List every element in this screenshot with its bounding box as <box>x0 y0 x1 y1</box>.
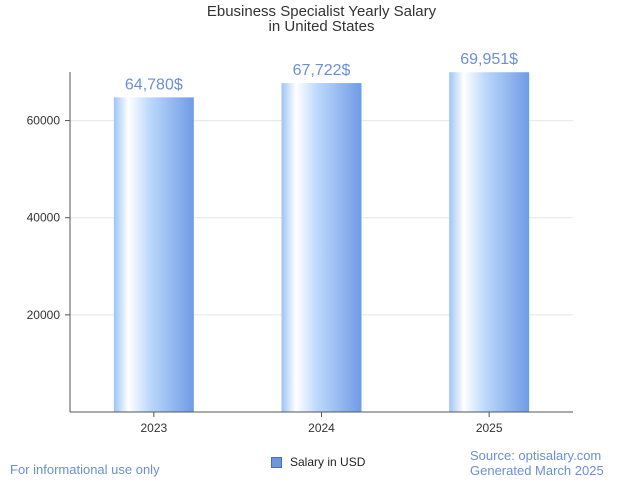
labels: 20000 40000 60000 64,780$ 2023 67,722$ 2024 69,… <box>27 51 519 435</box>
bars <box>113 72 530 413</box>
y-tick-label-40000: 40000 <box>27 211 61 225</box>
bar-2025[interactable] <box>449 72 530 412</box>
bar-2023[interactable] <box>113 97 194 413</box>
legend-swatch <box>271 456 282 468</box>
legend-label: Salary in USD <box>290 455 366 469</box>
data-label-2023: 64,780$ <box>125 76 183 93</box>
legend[interactable]: Salary in USD <box>271 455 365 469</box>
x-tick-label-2024: 2024 <box>308 421 335 435</box>
bar-2024[interactable] <box>281 83 362 412</box>
chart-title-line-2: in United States <box>268 18 375 35</box>
data-label-2024: 67,722$ <box>293 62 351 79</box>
disclaimer-text: For informational use only <box>10 462 160 477</box>
generated-text: Generated March 2025 <box>470 463 604 478</box>
axes <box>65 72 573 417</box>
y-tick-label-20000: 20000 <box>27 308 61 322</box>
x-tick-label-2025: 2025 <box>476 421 503 435</box>
data-label-2025: 69,951$ <box>460 51 518 68</box>
y-tick-label-60000: 60000 <box>27 114 61 128</box>
source-text: Source: optisalary.com <box>470 448 602 463</box>
x-tick-label-2023: 2023 <box>140 421 167 435</box>
chart-title-line-1: Ebusiness Specialist Yearly Salary <box>206 3 437 20</box>
